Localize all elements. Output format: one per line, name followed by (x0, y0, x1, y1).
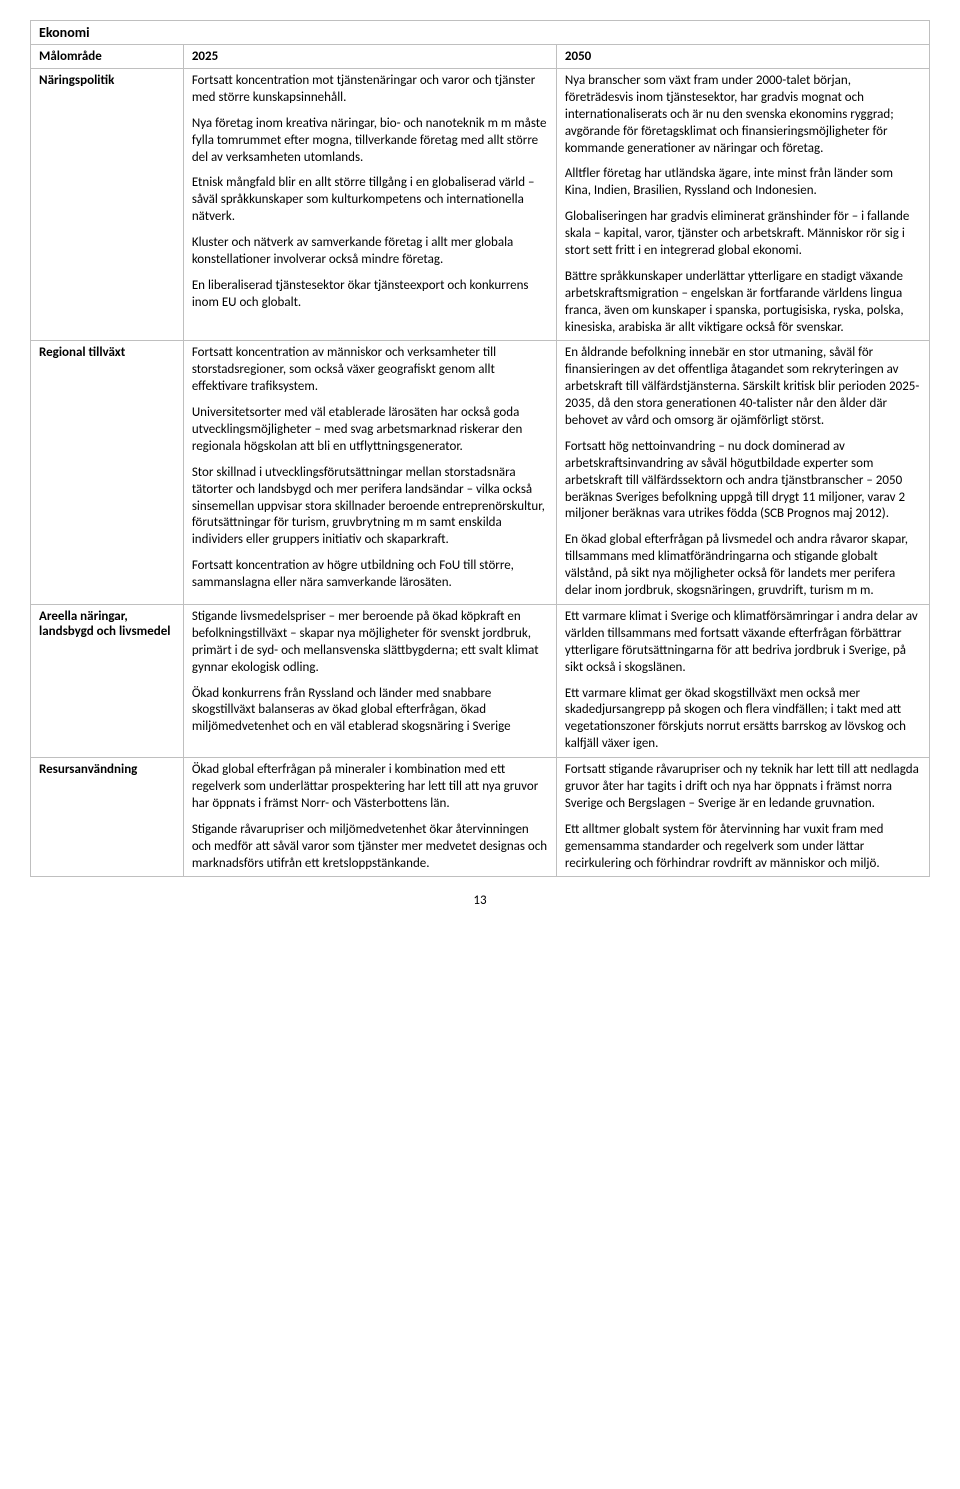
paragraph: Stigande råvarupriser och miljömedvetenh… (192, 822, 548, 873)
column-header: Målområde (31, 45, 184, 69)
cell-2025: Fortsatt koncentration av människor och … (183, 341, 556, 604)
row-label: Areella näringar, landsbygd och livsmede… (31, 604, 184, 757)
economy-table: EkonomiMålområde20252050NäringspolitikFo… (30, 20, 930, 877)
cell-2050: En åldrande befolkning innebär en stor u… (556, 341, 929, 604)
paragraph: Stor skillnad i utvecklingsförutsättning… (192, 465, 548, 549)
page-number: 13 (30, 893, 930, 908)
paragraph: Ett varmare klimat ger ökad skogstillväx… (565, 686, 921, 754)
paragraph: Fortsatt hög nettoinvandring – nu dock d… (565, 439, 921, 523)
cell-2050: Fortsatt stigande råvarupriser och ny te… (556, 758, 929, 877)
row-label: Resursanvändning (31, 758, 184, 877)
paragraph: En åldrande befolkning innebär en stor u… (565, 345, 921, 429)
paragraph: Fortsatt stigande råvarupriser och ny te… (565, 762, 921, 813)
row-label: Näringspolitik (31, 69, 184, 341)
paragraph: Bättre språkkunskaper underlättar ytterl… (565, 269, 921, 337)
paragraph: Kluster och nätverk av samverkande föret… (192, 235, 548, 269)
paragraph: En ökad global efterfrågan på livsmedel … (565, 532, 921, 600)
paragraph: Ökad global efterfrågan på mineraler i k… (192, 762, 548, 813)
paragraph: Nya branscher som växt fram under 2000-t… (565, 73, 921, 157)
paragraph: Fortsatt koncentration av människor och … (192, 345, 548, 396)
paragraph: Fortsatt koncentration mot tjänstenäring… (192, 73, 548, 107)
paragraph: Ett alltmer globalt system för återvinni… (565, 822, 921, 873)
row-label: Regional tillväxt (31, 341, 184, 604)
cell-2050: Ett varmare klimat i Sverige och klimatf… (556, 604, 929, 757)
cell-2025: Stigande livsmedelspriser – mer beroende… (183, 604, 556, 757)
paragraph: Ett varmare klimat i Sverige och klimatf… (565, 609, 921, 677)
paragraph: Stigande livsmedelspriser – mer beroende… (192, 609, 548, 677)
section-title: Ekonomi (31, 21, 930, 45)
paragraph: Universitetsorter med väl etablerade lär… (192, 405, 548, 456)
paragraph: Nya företag inom kreativa näringar, bio-… (192, 116, 548, 167)
cell-2050: Nya branscher som växt fram under 2000-t… (556, 69, 929, 341)
paragraph: Fortsatt koncentration av högre utbildni… (192, 558, 548, 592)
paragraph: Alltfler företag har utländska ägare, in… (565, 166, 921, 200)
paragraph: En liberaliserad tjänstesektor ökar tjän… (192, 278, 548, 312)
paragraph: Etnisk mångfald blir en allt större till… (192, 175, 548, 226)
cell-2025: Fortsatt koncentration mot tjänstenäring… (183, 69, 556, 341)
paragraph: Globaliseringen har gradvis eliminerat g… (565, 209, 921, 260)
column-header: 2050 (556, 45, 929, 69)
paragraph: Ökad konkurrens från Ryssland och länder… (192, 686, 548, 737)
cell-2025: Ökad global efterfrågan på mineraler i k… (183, 758, 556, 877)
column-header: 2025 (183, 45, 556, 69)
